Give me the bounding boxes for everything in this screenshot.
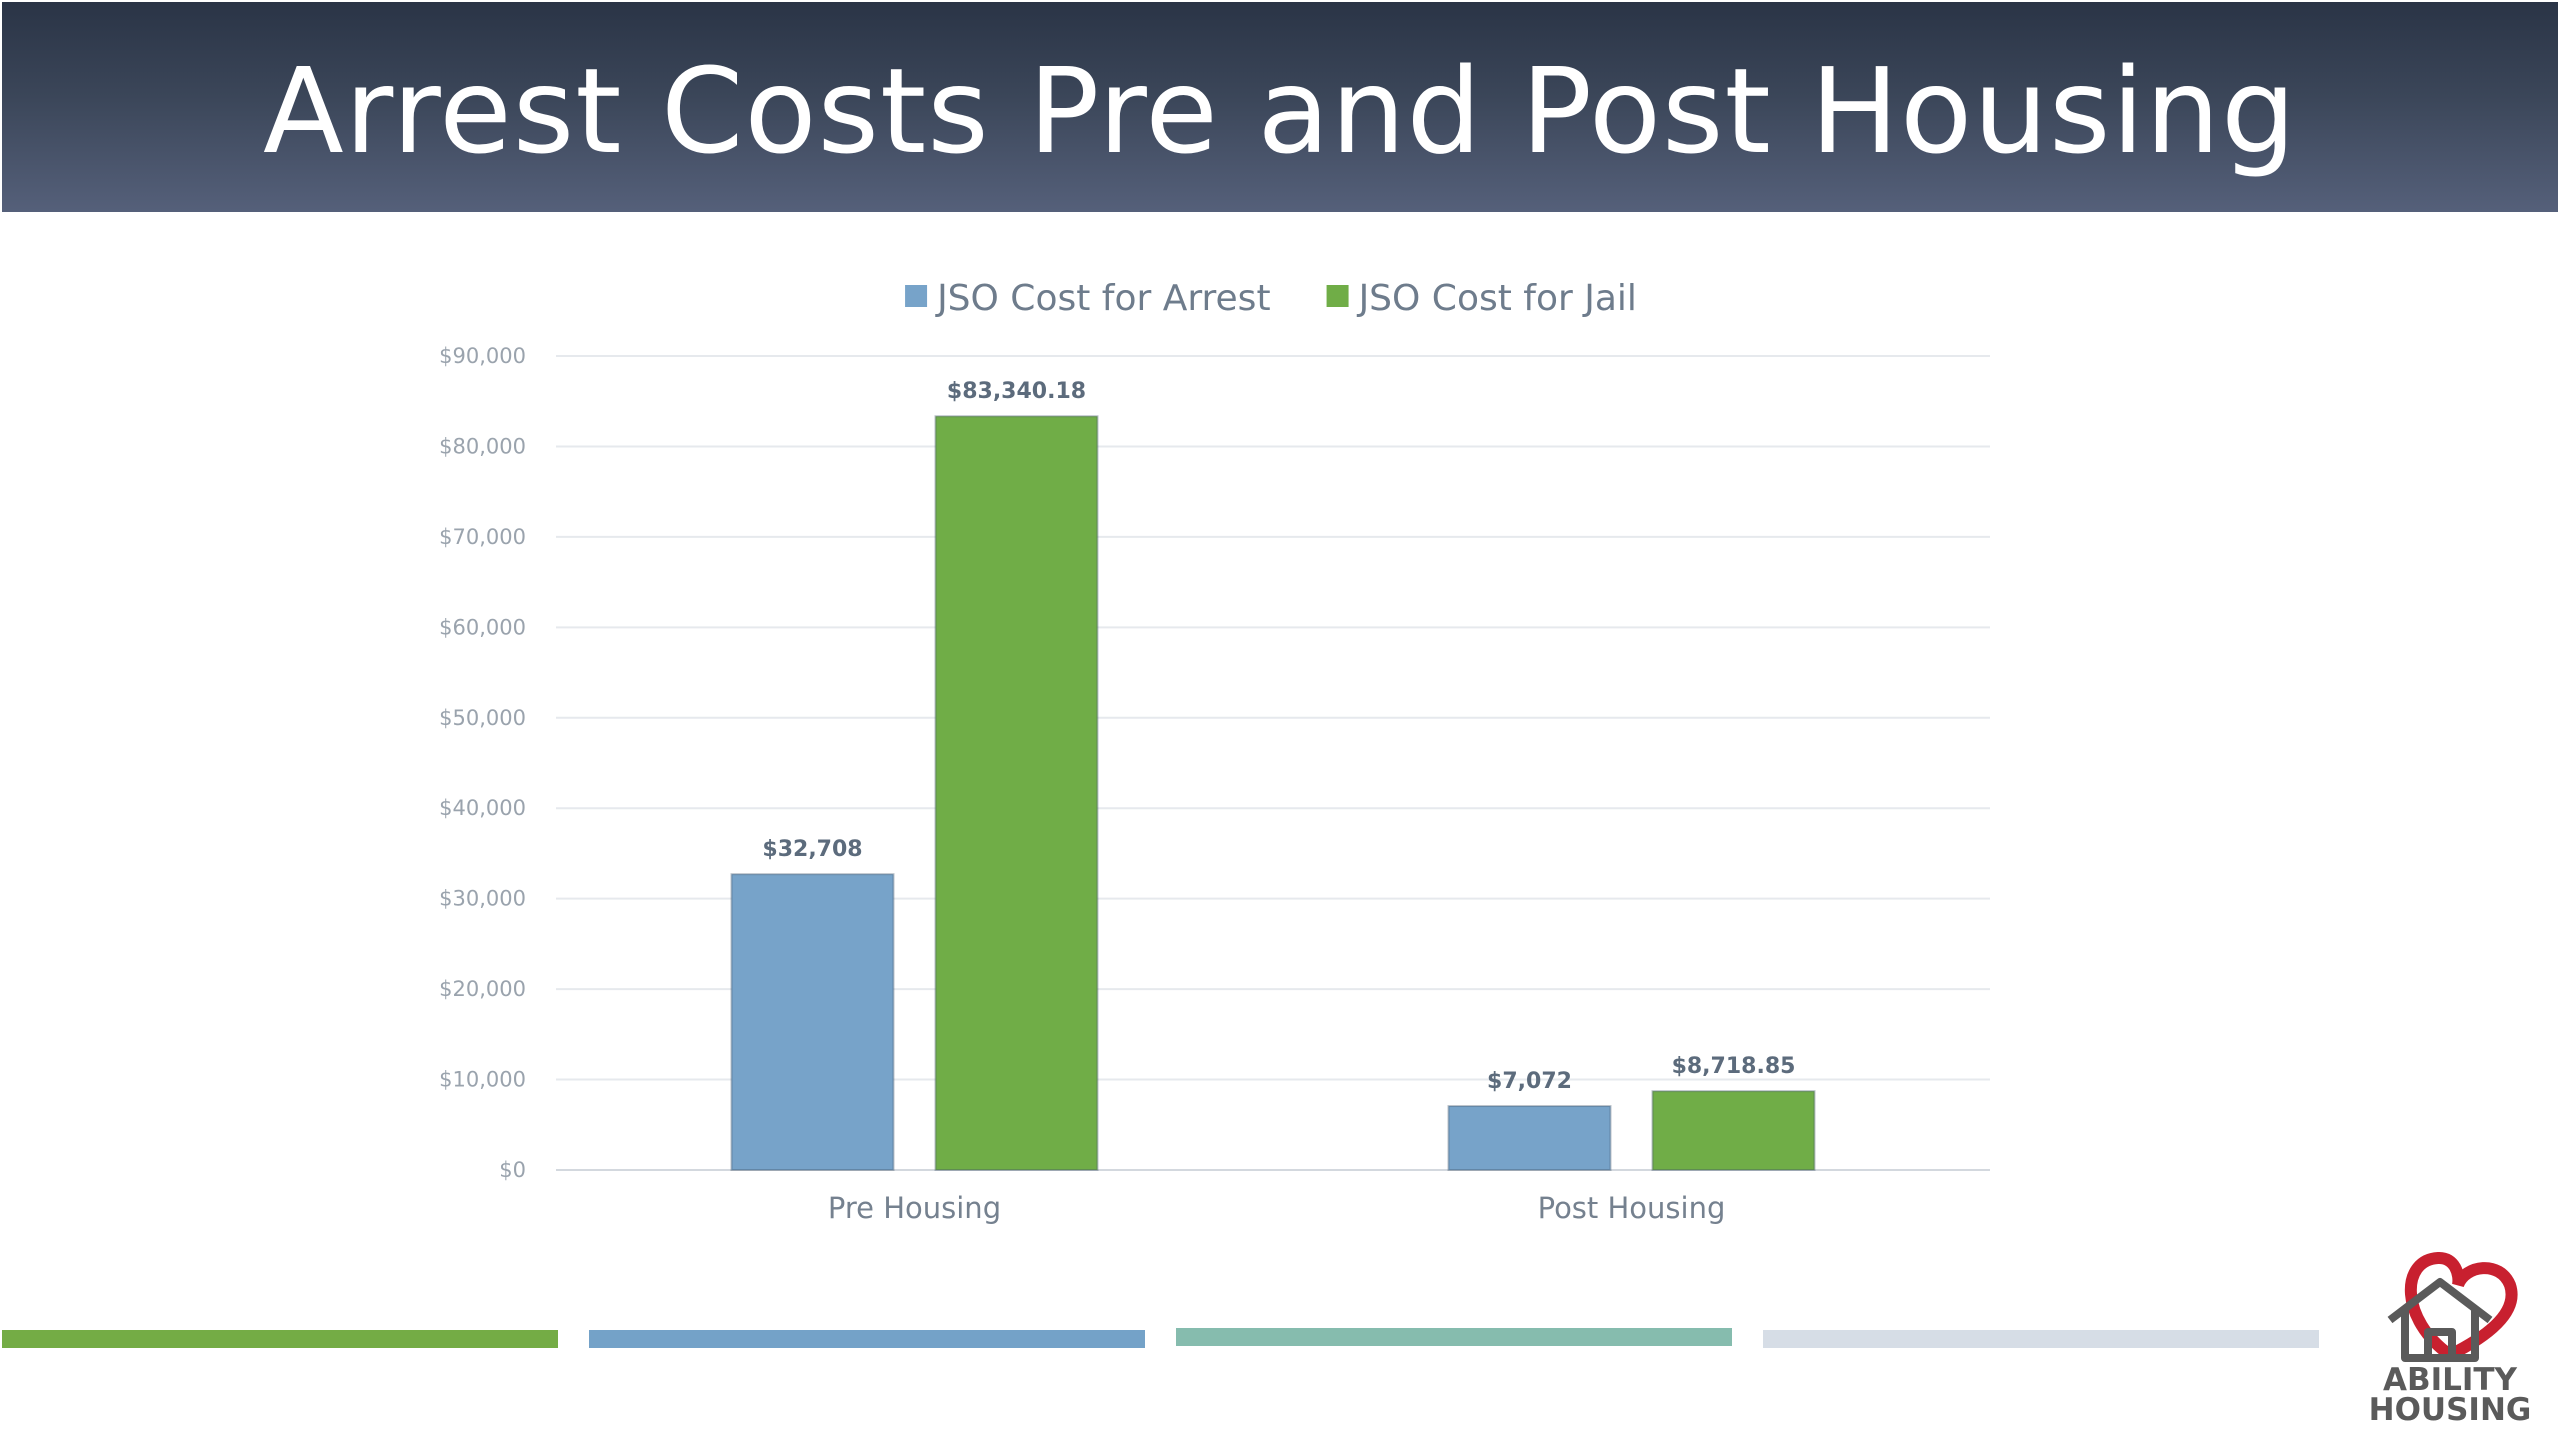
- y-tick-label: $90,000: [439, 344, 526, 368]
- house-icon: [2387, 1278, 2493, 1362]
- legend-label: JSO Cost for Jail: [1357, 278, 1637, 319]
- y-tick-label: $40,000: [439, 796, 526, 820]
- data-label: $32,708: [762, 837, 862, 862]
- data-label: $8,718.85: [1672, 1054, 1796, 1079]
- bar: [730, 873, 895, 1171]
- y-tick-label: $20,000: [439, 977, 526, 1001]
- bar: [1447, 1105, 1612, 1172]
- bar: [1651, 1090, 1816, 1171]
- y-tick-label: $80,000: [439, 434, 526, 458]
- accent-bar-green: [2, 1330, 558, 1348]
- accent-bar-teal: [1176, 1328, 1732, 1346]
- y-tick-label: $70,000: [439, 525, 526, 549]
- title-bar: Arrest Costs Pre and Post Housing: [2, 2, 2558, 212]
- legend-swatch: [1326, 285, 1349, 307]
- y-tick-label: $30,000: [439, 887, 526, 911]
- legend-label: JSO Cost for Arrest: [935, 278, 1271, 319]
- y-tick-label: $0: [499, 1158, 526, 1182]
- slide-title: Arrest Costs Pre and Post Housing: [263, 42, 2297, 180]
- y-tick-label: $10,000: [439, 1068, 526, 1092]
- data-label: $7,072: [1487, 1069, 1572, 1094]
- logo-text-line1: ABILITY: [2383, 1362, 2518, 1398]
- y-tick-label: $60,000: [439, 615, 526, 639]
- x-tick-label: Pre Housing: [828, 1191, 1001, 1225]
- x-tick-label: Post Housing: [1538, 1191, 1726, 1225]
- data-label: $83,340.18: [947, 379, 1086, 404]
- logo-text-line2: HOUSING: [2369, 1392, 2532, 1428]
- accent-bar-light: [1763, 1330, 2319, 1348]
- ability-housing-logo: ABILITY HOUSING: [2369, 1252, 2532, 1428]
- accent-bar-blue: [589, 1330, 1145, 1348]
- bar: [934, 415, 1099, 1171]
- legend-swatch: [905, 285, 928, 307]
- heart-icon: [2404, 1252, 2518, 1362]
- y-tick-label: $50,000: [439, 706, 526, 730]
